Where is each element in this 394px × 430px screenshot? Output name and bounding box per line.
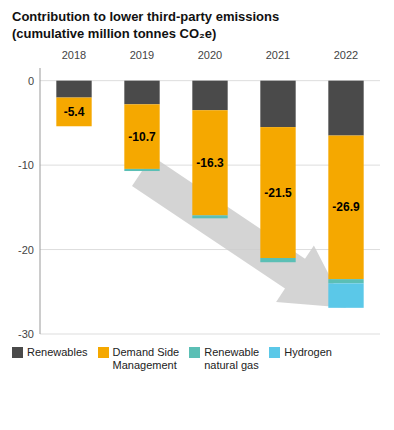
legend-label: Hydrogen (284, 346, 332, 359)
legend-swatch (269, 347, 280, 358)
bar-segment (192, 215, 227, 218)
y-tick-label: -30 (18, 328, 34, 340)
chart: 0 -10 -20 -30 2018 2019 2020 2021 2022 -5.4 -10.7 -… (0, 42, 394, 342)
grid-line (40, 334, 380, 335)
bar-segment (260, 127, 295, 258)
bar-segment (192, 218, 227, 219)
bar-segment (328, 136, 363, 280)
y-tick-label: 0 (28, 75, 34, 87)
legend: Renewables Demand Side Management Renewabl… (0, 342, 394, 372)
x-tick-label: 2018 (62, 49, 86, 61)
total-label: -21.5 (264, 186, 292, 200)
bar-segment (124, 169, 159, 171)
legend-label: Renewables (27, 346, 88, 359)
total-label: -5.4 (64, 105, 85, 119)
bar-segment (56, 98, 91, 127)
legend-item: Demand Side Management (98, 346, 180, 372)
total-label: -26.9 (332, 200, 360, 214)
titles: Contribution to lower third-party emissi… (0, 0, 394, 42)
total-label: -10.7 (128, 130, 156, 144)
y-tick-label: -10 (18, 159, 34, 171)
bar-segment (56, 81, 91, 98)
x-tick-label: 2021 (266, 49, 290, 61)
total-label: -16.3 (196, 156, 224, 170)
bar-segment (124, 104, 159, 169)
trend-arrow (132, 156, 346, 308)
bar-segment (260, 258, 295, 262)
legend-swatch (12, 347, 23, 358)
grid (40, 81, 380, 334)
plot-area (56, 81, 363, 308)
bar-segment (328, 283, 363, 307)
bar-segment (192, 81, 227, 111)
x-tick-label: 2020 (198, 49, 222, 61)
bar-segment (328, 279, 363, 283)
y-axis-line (40, 68, 41, 334)
bar-segment (260, 81, 295, 127)
bar-segment (56, 126, 91, 127)
legend-item: Renewable natural gas (189, 346, 259, 372)
bar-segment (260, 262, 295, 263)
bar-segment (192, 110, 227, 215)
x-tick-label: 2019 (130, 49, 154, 61)
legend-swatch (189, 347, 200, 358)
bar-segment (124, 171, 159, 172)
y-tick-label: -20 (18, 244, 34, 256)
legend-item: Hydrogen (269, 346, 332, 359)
bar-segment (124, 81, 159, 105)
legend-swatch (98, 347, 109, 358)
subtitle: (cumulative million tonnes CO₂e) (12, 25, 382, 42)
bar-segment (56, 126, 91, 127)
x-tick-label: 2022 (334, 49, 358, 61)
legend-item: Renewables (12, 346, 88, 359)
title: Contribution to lower third-party emissi… (12, 8, 382, 25)
bar-segment (328, 81, 363, 136)
legend-label: Renewable natural gas (204, 346, 259, 372)
legend-label: Demand Side Management (113, 346, 180, 372)
